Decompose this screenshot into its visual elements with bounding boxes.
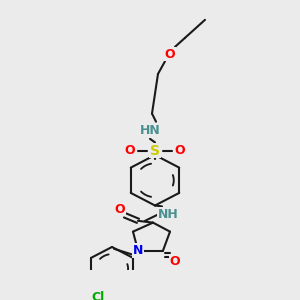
Text: O: O <box>115 202 125 216</box>
Text: S: S <box>150 143 160 158</box>
Text: N: N <box>133 244 143 257</box>
Text: O: O <box>175 144 185 157</box>
Text: O: O <box>165 48 175 61</box>
Text: Cl: Cl <box>92 291 105 300</box>
Text: O: O <box>125 144 135 157</box>
Text: NH: NH <box>158 208 178 221</box>
Text: HN: HN <box>140 124 160 137</box>
Text: O: O <box>170 255 180 268</box>
